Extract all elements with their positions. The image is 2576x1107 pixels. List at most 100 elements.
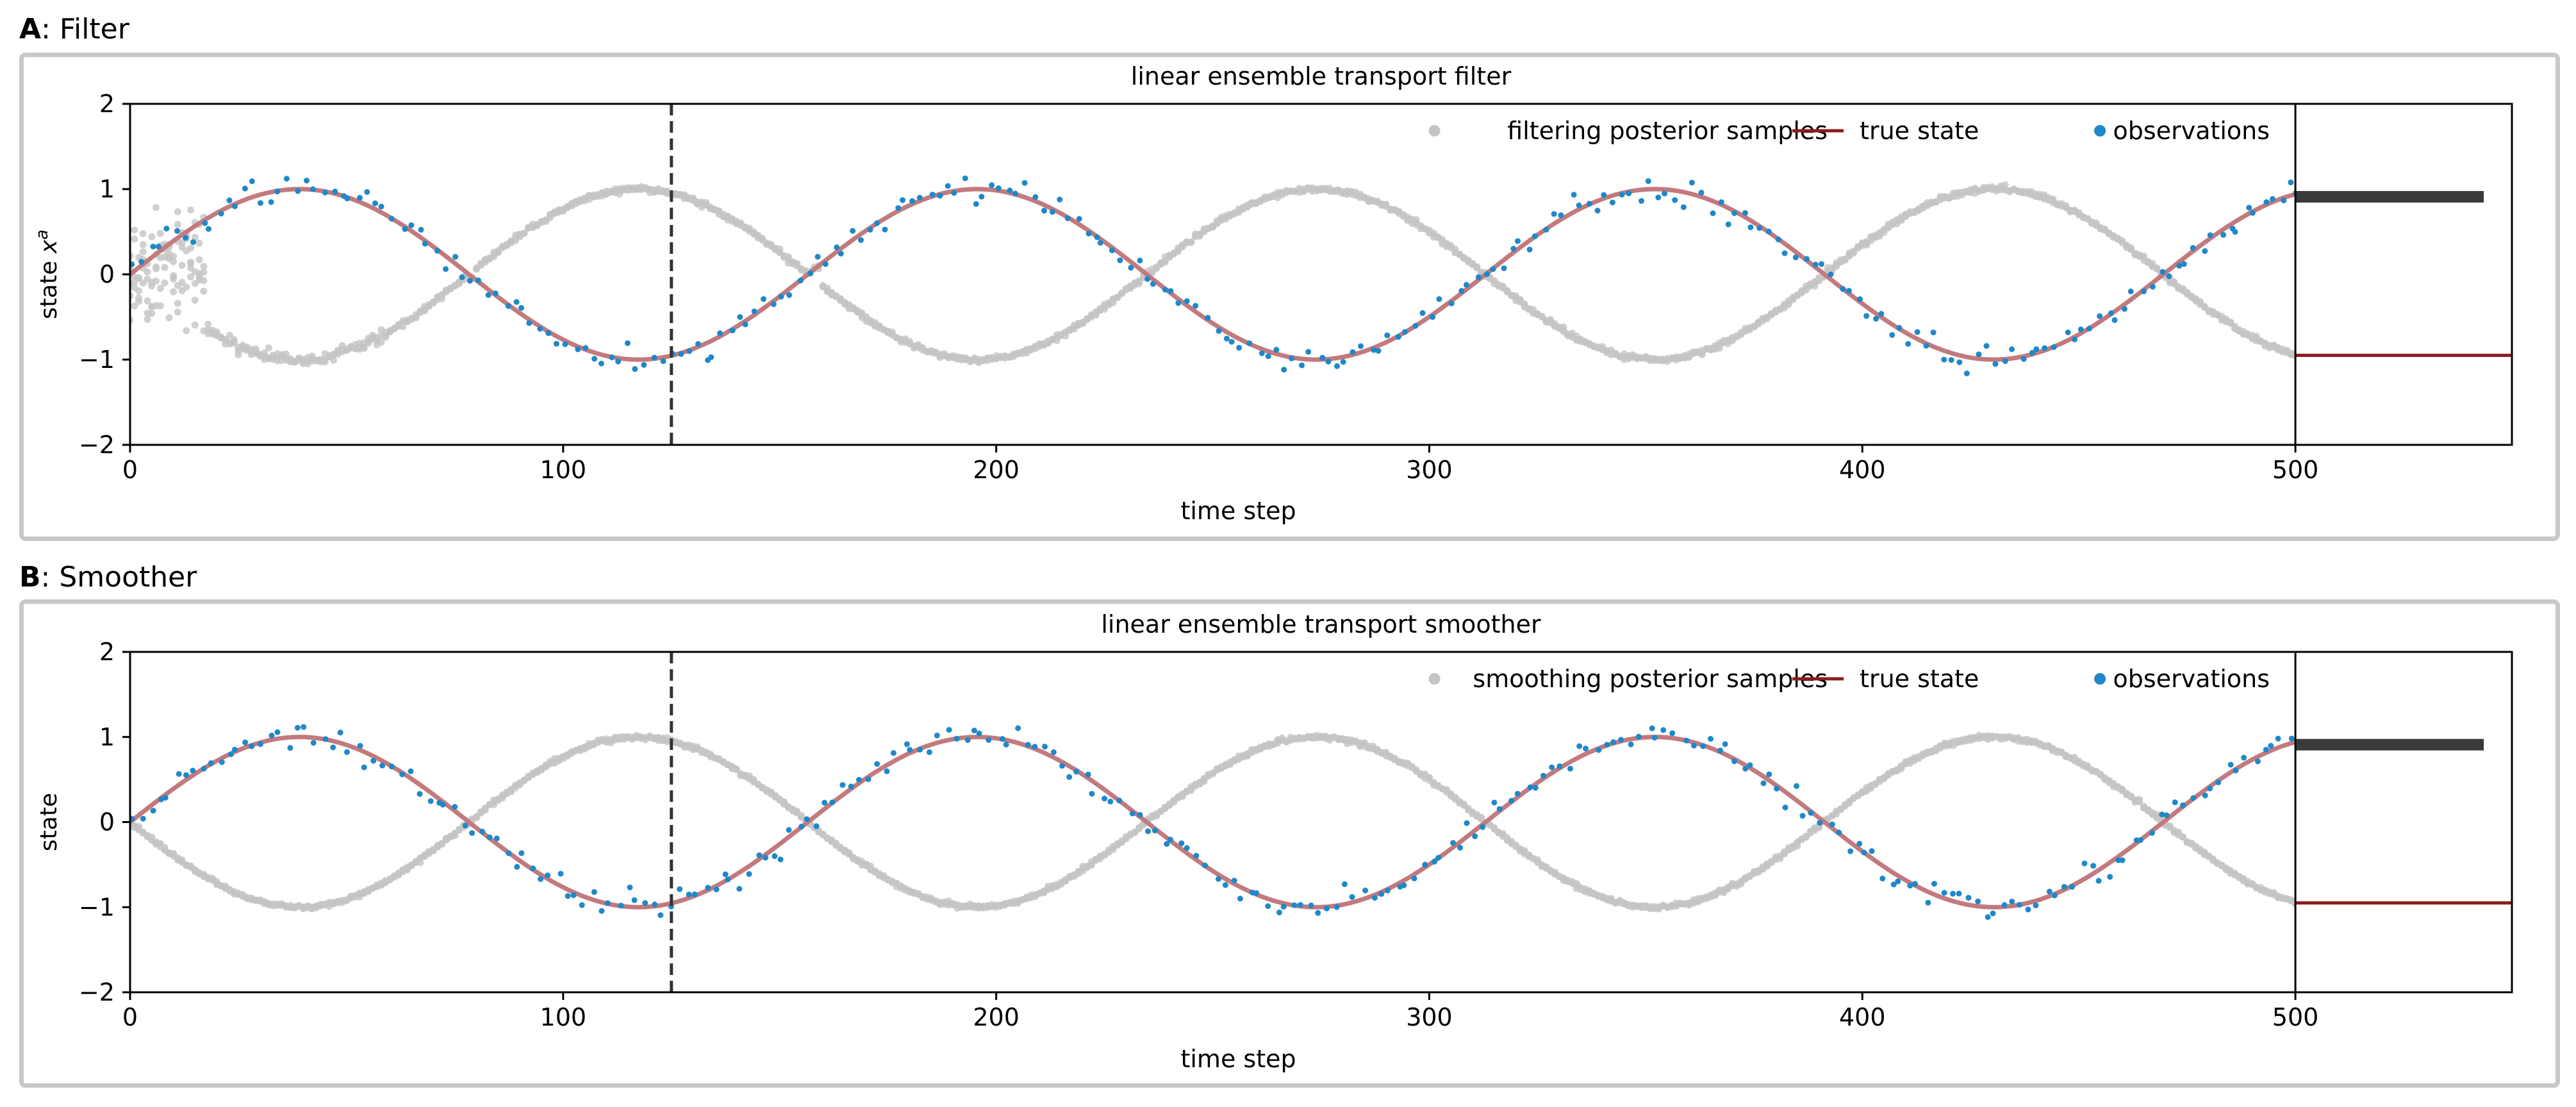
- observation-point: [631, 897, 638, 903]
- observation-point: [1116, 797, 1123, 804]
- sample-point: [2092, 219, 2100, 227]
- observation-point: [1601, 192, 1607, 198]
- observation-point: [591, 889, 597, 895]
- observation-point: [713, 886, 720, 893]
- sample-point: [191, 321, 199, 329]
- observation-point: [2042, 345, 2048, 351]
- observation-point: [722, 871, 729, 878]
- observation-point: [2119, 857, 2126, 863]
- observation-point: [1401, 882, 1407, 888]
- observation-point: [1950, 890, 1956, 897]
- observation-point: [660, 358, 666, 364]
- observation-point: [2220, 231, 2227, 238]
- observation-point: [1308, 902, 1314, 908]
- observation-point: [1975, 898, 1981, 904]
- observation-point: [850, 228, 856, 234]
- observation-point: [1905, 341, 1911, 347]
- sample-point: [200, 262, 208, 270]
- sample-point: [135, 822, 143, 830]
- observation-point: [1448, 300, 1455, 306]
- observation-point: [926, 749, 932, 756]
- observation-point: [310, 186, 316, 192]
- observation-point: [268, 199, 274, 205]
- observations: [130, 724, 2295, 920]
- axes-frame: [129, 651, 2513, 994]
- sample-point: [131, 235, 138, 243]
- observation-point: [651, 354, 657, 361]
- observation-point: [2127, 288, 2134, 295]
- sample-point: [2001, 181, 2009, 188]
- observation-point: [459, 274, 465, 281]
- observation-point: [443, 266, 449, 272]
- observation-point: [1890, 881, 1897, 888]
- legend-label: true state: [1860, 117, 1979, 145]
- observation-point: [475, 277, 481, 283]
- observation-point: [778, 294, 784, 300]
- observation-point: [294, 724, 301, 731]
- observation-point: [1003, 742, 1009, 748]
- observation-point: [219, 759, 225, 765]
- observation-point: [1202, 862, 1209, 869]
- observation-point: [1619, 192, 1625, 198]
- observation-point: [1129, 810, 1135, 817]
- observation-point: [469, 830, 475, 836]
- sample-point: [187, 206, 195, 214]
- observation-point: [708, 354, 714, 360]
- observation-point: [1965, 895, 1972, 901]
- observation-point: [874, 761, 880, 767]
- observation-point: [1799, 813, 1806, 819]
- observation-point: [1717, 747, 1724, 754]
- sample-point: [230, 337, 238, 345]
- observation-point: [1510, 246, 1517, 252]
- observation-point: [2281, 197, 2287, 204]
- x-axis-label: time step: [1180, 1045, 1296, 1073]
- observation-point: [1985, 914, 1991, 920]
- observation-point: [1117, 257, 1123, 263]
- sample-point: [156, 285, 164, 292]
- observation-point: [2232, 229, 2238, 235]
- observation-point: [1315, 910, 1321, 916]
- observation-point: [1948, 357, 1954, 363]
- observation-point: [1050, 749, 1057, 756]
- observation-point: [1280, 903, 1287, 910]
- observation-point: [440, 801, 446, 808]
- observation-point: [1879, 876, 1886, 882]
- observation-point: [751, 308, 757, 315]
- observation-point: [130, 261, 135, 267]
- observation-point: [962, 175, 968, 181]
- legend: filtering posterior samples true state obs…: [1428, 117, 2270, 145]
- observation-point: [370, 758, 377, 764]
- sample-point: [1412, 216, 1420, 224]
- observation-point: [332, 188, 338, 195]
- observation-point: [786, 292, 793, 298]
- observation-point: [1432, 858, 1438, 865]
- observation-point: [976, 730, 982, 737]
- observation-point: [1722, 741, 1728, 747]
- observation-point: [388, 763, 395, 770]
- axes-frame: [129, 103, 2513, 446]
- sample-point: [195, 239, 203, 247]
- observation-point: [705, 885, 711, 891]
- observation-point: [691, 891, 698, 897]
- observation-point: [1152, 828, 1158, 834]
- observation-point: [1956, 890, 1962, 897]
- observation-point: [1089, 790, 1095, 797]
- observation-point: [1618, 737, 1624, 743]
- observation-point: [2288, 735, 2295, 742]
- observation-point: [1526, 246, 1533, 253]
- observation-point: [2108, 310, 2115, 317]
- sample-point: [494, 248, 502, 256]
- observation-point: [1168, 288, 1174, 294]
- observation-point: [310, 740, 317, 746]
- observation-point: [1253, 890, 1260, 896]
- observation-point: [418, 226, 424, 233]
- observation-point: [677, 886, 683, 892]
- observation-point: [1889, 332, 1895, 338]
- chart-filter: linear ensemble transport filter 0 100 200 3…: [33, 62, 2513, 525]
- observation-point: [1464, 820, 1470, 826]
- observation-point: [1596, 747, 1602, 753]
- observation-point: [526, 320, 533, 326]
- sample-point: [1715, 344, 1723, 352]
- observation-point: [686, 891, 692, 897]
- observation-point: [890, 750, 896, 756]
